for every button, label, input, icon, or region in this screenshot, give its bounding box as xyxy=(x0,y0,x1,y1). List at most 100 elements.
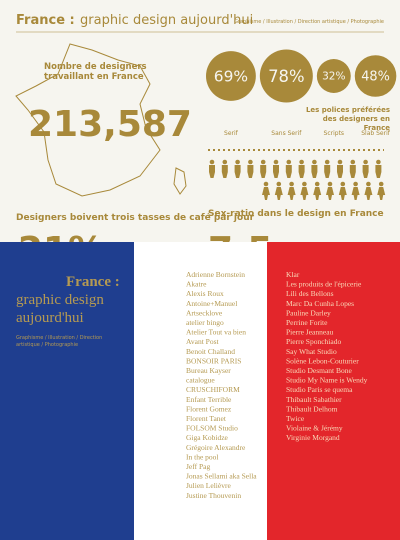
designer-name: In the pool xyxy=(186,452,219,461)
designer-name: Studio Paris se quema xyxy=(286,385,353,394)
designer-name: catalogue xyxy=(186,376,215,385)
person-head xyxy=(286,159,292,165)
male-body xyxy=(324,165,331,178)
male-body xyxy=(285,165,292,178)
female-body xyxy=(287,187,296,200)
designer-name: Giga Kobidze xyxy=(186,433,229,442)
person-head xyxy=(340,181,346,187)
designer-name: Antoine+Manuel xyxy=(186,299,237,308)
fonts-heading-box: Les polices préférées des designers en F… xyxy=(306,106,390,130)
female-body xyxy=(274,187,283,200)
fonts-chart: 69% Serif 78% Sans Serif 32% Scripts 48% Slab S… xyxy=(206,49,397,137)
people-icons xyxy=(209,159,386,200)
designer-name: Pierre Sponchiado xyxy=(286,337,341,346)
title-strong: France : xyxy=(16,13,75,28)
sex-ratio-label: Sex-ratio dans le design en France xyxy=(208,209,384,219)
designer-name: Perrine Forite xyxy=(286,318,328,327)
designer-name: Bureau Kayser xyxy=(186,366,231,375)
designer-name: FOLSOM Studio xyxy=(186,424,238,433)
designer-name: Julien Lelièvre xyxy=(186,481,231,490)
designer-name: Solène Lebon-Couturier xyxy=(286,356,359,365)
male-body xyxy=(260,165,267,178)
male-body xyxy=(337,165,343,178)
male-body xyxy=(234,165,241,178)
cover-title-rest-1: graphic design xyxy=(16,292,104,308)
designer-name: Virginie Morgand xyxy=(286,433,340,442)
designer-name: Atelier Tout va bien xyxy=(186,328,246,337)
person-head xyxy=(222,159,228,165)
person-head xyxy=(327,181,333,187)
font-bubble xyxy=(259,49,313,103)
person-head xyxy=(350,159,356,165)
designer-name: Avant Post xyxy=(186,337,219,346)
female-body xyxy=(313,187,322,200)
female-body xyxy=(300,187,309,200)
male-body xyxy=(362,165,369,178)
designer-name: BONSOIR PARIS xyxy=(186,356,241,365)
designer-name: Studio Desmant Bone xyxy=(286,366,353,375)
font-value: 48% xyxy=(361,70,390,85)
designer-name: Say What Studio xyxy=(286,347,337,356)
person-head xyxy=(353,181,358,187)
person-head xyxy=(235,159,240,165)
person-head xyxy=(302,181,307,187)
flag-red xyxy=(267,242,400,540)
flag-white xyxy=(134,242,267,540)
person-head xyxy=(378,181,384,187)
person-head xyxy=(324,159,330,165)
person-head xyxy=(260,159,266,165)
person-head xyxy=(276,181,282,187)
designer-name: Pauline Darley xyxy=(286,308,331,317)
designer-name: Benoit Challand xyxy=(186,347,235,356)
font-name: Serif xyxy=(224,130,239,137)
cover-title-rest-2: aujourd'hui xyxy=(16,310,84,326)
designer-name: Artsecklove xyxy=(186,308,223,317)
female-body xyxy=(351,187,360,200)
female-body xyxy=(377,187,386,200)
designer-name: Justine Thouvenin xyxy=(186,491,241,500)
male-body xyxy=(221,165,228,178)
cover-disciplines: Graphisme / Illustration / Direction art… xyxy=(16,335,103,348)
female-body xyxy=(364,187,373,200)
designer-name: Lili des Bellons xyxy=(286,289,334,298)
disciplines: Graphisme / Illustration / Direction art… xyxy=(234,19,384,25)
designer-name: Alexis Roux xyxy=(186,289,224,298)
designer-name: Violaine & Jérémy xyxy=(286,424,343,433)
person-head xyxy=(337,159,343,165)
person-head xyxy=(273,159,279,165)
designer-name: atelier bingo xyxy=(186,318,224,327)
designer-name: Florent Tanet xyxy=(186,414,227,423)
designer-name: Akatre xyxy=(186,280,207,289)
font-value: 32% xyxy=(322,71,345,83)
designer-name: Thibault Sabathier xyxy=(286,395,342,404)
person-head xyxy=(299,159,304,165)
person-head xyxy=(312,159,317,165)
person-head xyxy=(363,159,368,165)
person-head xyxy=(263,181,269,187)
designers-label: Nombre de designers travaillant en Franc… xyxy=(44,62,147,82)
designer-name: Grégoire Alexandre xyxy=(186,443,246,452)
font-name: Scripts xyxy=(324,130,345,137)
male-body xyxy=(273,165,279,178)
designer-name: Twice xyxy=(286,414,305,423)
designer-name: Florent Gomez xyxy=(186,404,232,413)
female-body xyxy=(262,187,270,200)
coffee-label: Designers boivent trois tasses de café p… xyxy=(16,212,255,223)
designers-label-box: Nombre de designers travaillant en Franc… xyxy=(44,62,147,82)
person-head xyxy=(209,159,215,165)
font-name: Sans Serif xyxy=(271,130,302,137)
corsica-map xyxy=(173,167,187,195)
designer-name: Enfant Terrible xyxy=(186,395,232,404)
female-body xyxy=(326,187,334,200)
flag-blue xyxy=(0,242,134,540)
font-value: 78% xyxy=(268,67,304,86)
designer-name: Jonas Sellami aka Sella xyxy=(186,472,257,481)
font-bubble xyxy=(316,59,351,93)
male-body xyxy=(247,165,254,178)
designers-value: 213,587 xyxy=(28,104,192,145)
designer-name: Marc Da Cunha Lopes xyxy=(286,299,354,308)
designer-name: Studio My Name is Wendy xyxy=(286,376,368,385)
font-value: 69% xyxy=(214,67,248,85)
